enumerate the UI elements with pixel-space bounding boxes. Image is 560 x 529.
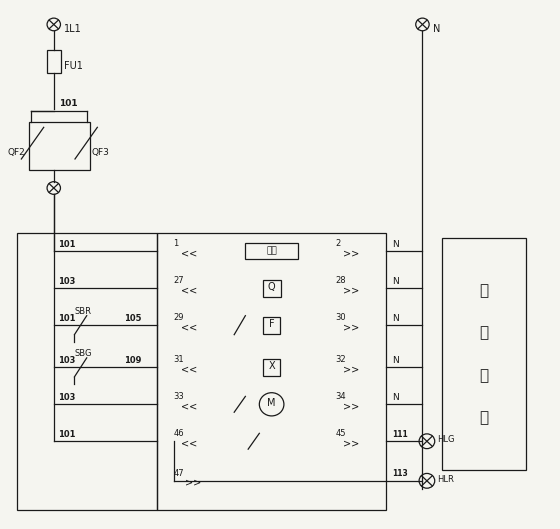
Text: N: N (392, 355, 399, 365)
Text: 31: 31 (173, 355, 184, 364)
Text: QF3: QF3 (92, 148, 110, 157)
Text: <<: << (181, 364, 197, 375)
Text: <<: << (181, 249, 197, 259)
Text: QF2: QF2 (8, 148, 26, 157)
Text: M: M (267, 398, 276, 408)
Text: <<: << (181, 439, 197, 449)
Text: 45: 45 (335, 429, 346, 438)
Text: 109: 109 (124, 355, 141, 365)
Text: N: N (432, 24, 440, 34)
Text: 1: 1 (173, 239, 179, 248)
Text: 105: 105 (124, 314, 141, 323)
Text: N: N (392, 240, 399, 249)
Text: 27: 27 (173, 276, 184, 285)
Text: 制: 制 (479, 325, 488, 341)
Bar (263, 280, 281, 297)
Text: >>: >> (343, 285, 360, 295)
Bar (245, 243, 298, 259)
Text: 101: 101 (58, 240, 76, 249)
Text: 101: 101 (58, 314, 76, 323)
Bar (442, 238, 526, 470)
Text: 33: 33 (173, 392, 184, 401)
Text: <<: << (181, 322, 197, 332)
Text: SBG: SBG (75, 349, 92, 358)
Text: 103: 103 (58, 277, 76, 286)
Text: 回: 回 (479, 368, 488, 383)
Bar (46, 50, 61, 73)
Text: N: N (392, 393, 399, 402)
Bar (17, 233, 157, 510)
Text: 101: 101 (58, 430, 76, 439)
Text: 34: 34 (335, 392, 346, 401)
Text: >>: >> (343, 439, 360, 449)
Text: 103: 103 (58, 393, 76, 402)
Text: N: N (392, 277, 399, 286)
Text: 103: 103 (58, 355, 76, 365)
Text: 113: 113 (392, 469, 408, 478)
Text: 30: 30 (335, 313, 346, 322)
Text: SBR: SBR (75, 307, 92, 316)
Text: 47: 47 (173, 469, 184, 478)
Text: 路: 路 (479, 410, 488, 425)
Text: 粘乱: 粘乱 (266, 247, 277, 256)
Text: >>: >> (343, 322, 360, 332)
Bar (157, 233, 386, 510)
Text: >>: >> (343, 364, 360, 375)
Text: 32: 32 (335, 355, 346, 364)
Text: FU1: FU1 (64, 61, 83, 70)
Text: 1L1: 1L1 (64, 24, 82, 34)
Bar (29, 122, 90, 169)
Text: 46: 46 (173, 429, 184, 438)
Text: >>: >> (343, 402, 360, 412)
Text: 控: 控 (479, 284, 488, 298)
Text: 111: 111 (392, 430, 408, 439)
Text: X: X (268, 361, 275, 371)
Bar (263, 359, 280, 376)
Text: 28: 28 (335, 276, 346, 285)
Text: >>: >> (185, 478, 201, 488)
Text: 101: 101 (59, 99, 78, 108)
Bar (263, 317, 280, 334)
Text: F: F (269, 319, 274, 329)
Text: N: N (392, 314, 399, 323)
Text: >>: >> (343, 249, 360, 259)
Text: HLG: HLG (437, 435, 455, 444)
Text: Q: Q (268, 282, 276, 292)
Text: 29: 29 (173, 313, 184, 322)
Text: HLR: HLR (437, 475, 454, 484)
Text: <<: << (181, 285, 197, 295)
Text: 2: 2 (335, 239, 340, 248)
Text: <<: << (181, 402, 197, 412)
